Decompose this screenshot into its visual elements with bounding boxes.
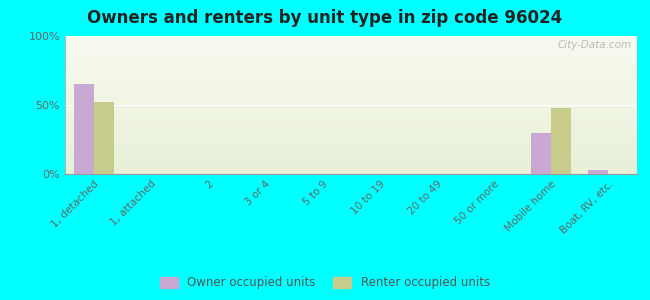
Legend: Owner occupied units, Renter occupied units: Owner occupied units, Renter occupied un…	[155, 272, 495, 294]
Bar	[94, 102, 114, 174]
Bar	[73, 84, 94, 174]
Bar	[588, 170, 608, 174]
Bar	[531, 133, 551, 174]
Bar	[551, 108, 571, 174]
Text: City-Data.com: City-Data.com	[557, 40, 631, 50]
Text: Owners and renters by unit type in zip code 96024: Owners and renters by unit type in zip c…	[87, 9, 563, 27]
